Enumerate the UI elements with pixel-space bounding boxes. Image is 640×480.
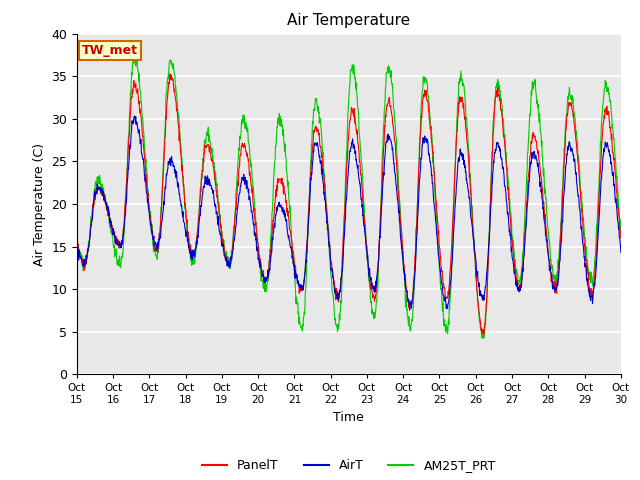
AirT [287, 245, 294, 251]
AM25T_PRT [433, 215, 440, 221]
AirT [73, 244, 81, 250]
Legend: PanelT, AirT, AM25T_PRT: PanelT, AirT, AM25T_PRT [197, 454, 500, 477]
PanelT [300, 277, 308, 283]
AM25T_PRT [480, 336, 488, 341]
PanelT [522, 210, 530, 216]
AM25T_PRT [570, 101, 577, 107]
PanelT [287, 230, 294, 236]
Text: TW_met: TW_met [82, 44, 138, 57]
AM25T_PRT [300, 314, 308, 320]
AirT [406, 307, 413, 313]
PanelT [73, 237, 81, 243]
AirT [131, 113, 138, 119]
Line: PanelT: PanelT [77, 74, 621, 334]
PanelT [433, 200, 440, 205]
AM25T_PRT [617, 228, 625, 233]
PanelT [193, 229, 201, 235]
AirT [617, 249, 625, 255]
PanelT [480, 331, 488, 337]
Y-axis label: Air Temperature (C): Air Temperature (C) [33, 143, 45, 265]
AirT [433, 233, 441, 239]
AirT [522, 220, 530, 226]
AM25T_PRT [287, 218, 294, 224]
Line: AM25T_PRT: AM25T_PRT [77, 57, 621, 338]
PanelT [570, 114, 577, 120]
Title: Air Temperature: Air Temperature [287, 13, 410, 28]
AirT [193, 235, 201, 240]
AirT [300, 281, 308, 287]
X-axis label: Time: Time [333, 410, 364, 423]
AirT [570, 153, 577, 158]
Line: AirT: AirT [77, 116, 621, 310]
AM25T_PRT [131, 54, 138, 60]
AM25T_PRT [193, 232, 201, 238]
AM25T_PRT [522, 185, 530, 191]
AM25T_PRT [73, 238, 81, 244]
PanelT [166, 71, 174, 77]
PanelT [617, 235, 625, 240]
